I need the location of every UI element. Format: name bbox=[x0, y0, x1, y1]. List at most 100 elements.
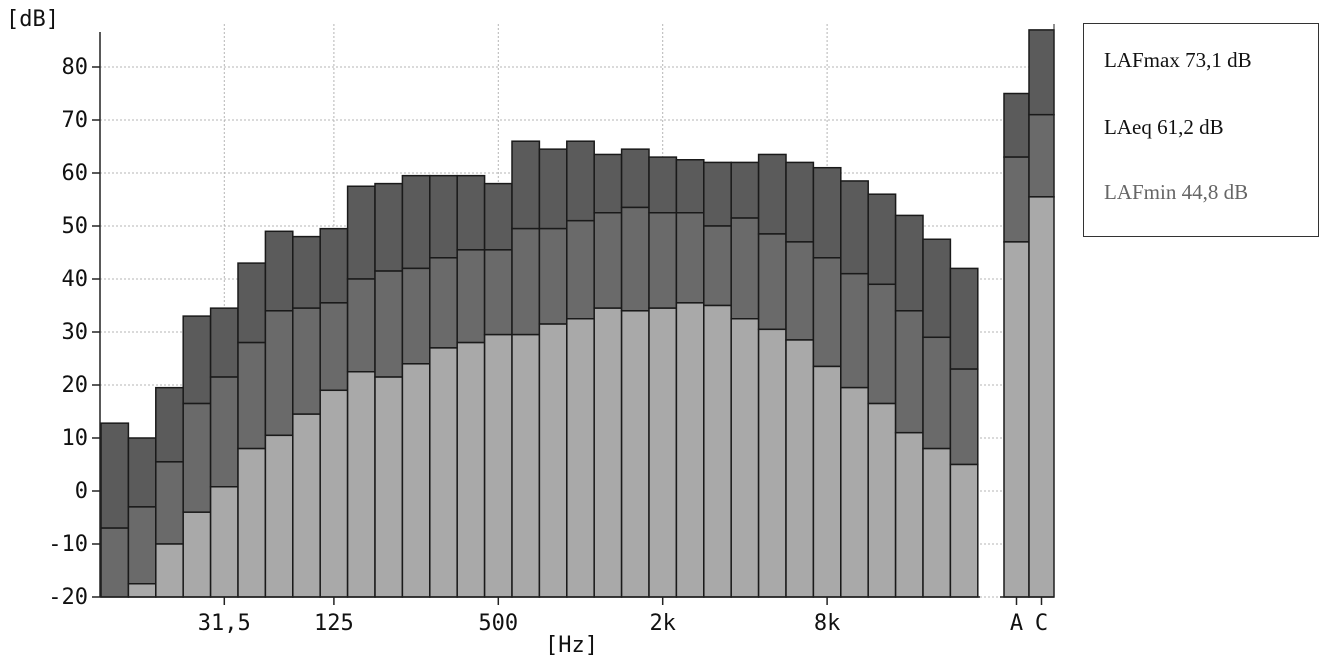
band-bar-28-laeq bbox=[867, 283, 897, 405]
y-tick-label: 20 bbox=[62, 373, 89, 398]
band-bar-19-lafmax bbox=[620, 148, 650, 209]
band-bar-21-lafmax bbox=[675, 159, 705, 214]
x-tick-label: 125 bbox=[314, 611, 354, 636]
band-bar-20-laeq bbox=[648, 212, 678, 309]
summary-bar-C-lafmin bbox=[1028, 196, 1055, 598]
band-bar-9-lafmax bbox=[346, 185, 376, 280]
band-bar-20-lafmax bbox=[648, 156, 678, 214]
band-bar-28-lafmax bbox=[867, 193, 897, 286]
band-bar-6-lafmin bbox=[264, 434, 294, 598]
band-bar-12-lafmin bbox=[429, 347, 458, 598]
band-bar-2-lafmax bbox=[155, 386, 184, 463]
band-bar-1-laeq bbox=[127, 506, 157, 585]
band-bar-27-laeq bbox=[840, 272, 869, 389]
band-bar-3-lafmax bbox=[182, 315, 212, 405]
band-bar-26-lafmax bbox=[812, 166, 842, 259]
band-bar-11-lafmin bbox=[401, 363, 431, 598]
x-tick-label-summary: A bbox=[1010, 611, 1023, 636]
y-tick-label: -20 bbox=[48, 585, 88, 610]
x-tick-labels: 31,5 125 500 2k 8k A C bbox=[198, 611, 1048, 636]
band-bar-4-lafmin bbox=[209, 486, 239, 598]
legend-laeq: LAeq 61,2 dB bbox=[1104, 115, 1224, 139]
y-tick-label: 60 bbox=[62, 161, 89, 186]
x-tick-label: 500 bbox=[478, 611, 518, 636]
band-bar-7-lafmin bbox=[292, 413, 321, 598]
band-bar-14-lafmin bbox=[483, 333, 513, 598]
band-bar-22-lafmin bbox=[703, 304, 732, 598]
band-bar-9-lafmin bbox=[346, 371, 376, 598]
band-bar-19-lafmin bbox=[620, 310, 650, 598]
y-tick-label: 0 bbox=[75, 479, 88, 504]
band-bar-4-lafmax bbox=[209, 307, 239, 378]
y-axis-label: [dB] bbox=[6, 7, 59, 32]
band-bar-6-laeq bbox=[264, 310, 294, 437]
band-bar-20-lafmin bbox=[648, 307, 678, 598]
band-bar-15-laeq bbox=[511, 227, 541, 336]
band-bar-18-lafmin bbox=[593, 307, 623, 598]
band-bar-16-lafmin bbox=[538, 323, 568, 598]
band-bar-7-laeq bbox=[292, 307, 321, 415]
band-bar-24-laeq bbox=[757, 233, 787, 331]
band-bar-4-laeq bbox=[209, 376, 239, 488]
band-bar-17-laeq bbox=[566, 219, 595, 320]
band-bar-3-lafmin bbox=[182, 511, 212, 598]
band-bar-15-lafmin bbox=[511, 333, 541, 598]
band-bar-30-laeq bbox=[922, 336, 952, 450]
band-bar-10-lafmin bbox=[374, 376, 404, 598]
band-bar-24-lafmin bbox=[757, 328, 787, 598]
band-bar-13-lafmin bbox=[456, 341, 486, 598]
band-bar-13-laeq bbox=[456, 249, 486, 344]
band-bar-11-lafmax bbox=[401, 174, 431, 270]
band-bar-8-laeq bbox=[319, 302, 349, 392]
y-tick-label: 30 bbox=[62, 320, 89, 345]
y-tick-label: 10 bbox=[62, 426, 89, 451]
band-bar-8-lafmin bbox=[319, 389, 349, 598]
band-bar-31-lafmax bbox=[949, 267, 979, 370]
summary-bar-A-laeq bbox=[1003, 156, 1030, 243]
band-bar-17-lafmin bbox=[566, 318, 595, 598]
band-bar-2-laeq bbox=[155, 461, 184, 545]
y-tick-label: 40 bbox=[62, 267, 89, 292]
band-bar-26-lafmin bbox=[812, 365, 842, 598]
band-bar-21-lafmin bbox=[675, 302, 705, 598]
summary-bar-A-lafmin bbox=[1003, 241, 1030, 598]
band-bar-19-laeq bbox=[620, 206, 650, 312]
band-bar-29-lafmin bbox=[894, 431, 924, 598]
band-bar-8-lafmax bbox=[319, 227, 349, 304]
summary-bars bbox=[1003, 29, 1055, 598]
band-bar-2-lafmin bbox=[155, 543, 184, 598]
band-bar-12-laeq bbox=[429, 257, 458, 349]
y-tick-label: 70 bbox=[62, 108, 89, 133]
band-bar-10-laeq bbox=[374, 270, 404, 378]
band-bar-26-laeq bbox=[812, 257, 842, 368]
band-bar-9-laeq bbox=[346, 278, 376, 373]
band-bar-1-lafmax bbox=[127, 437, 157, 508]
band-bar-28-lafmin bbox=[867, 402, 897, 598]
summary-bar-C-laeq bbox=[1028, 113, 1055, 198]
band-bar-23-lafmax bbox=[730, 161, 760, 219]
axes bbox=[92, 24, 1055, 605]
band-bar-29-lafmax bbox=[894, 214, 924, 312]
band-bar-7-lafmax bbox=[292, 235, 321, 309]
band-bar-31-lafmin bbox=[949, 463, 979, 598]
x-tick-label: 2k bbox=[649, 611, 676, 636]
band-bar-22-laeq bbox=[703, 225, 732, 307]
legend: LAFmax 73,1 dB LAeq 61,2 dB LAFmin 44,8 … bbox=[1083, 23, 1319, 237]
band-bar-6-lafmax bbox=[264, 230, 294, 312]
summary-bar-C-lafmax bbox=[1028, 29, 1055, 116]
band-bar-10-lafmax bbox=[374, 182, 404, 272]
band-bar-13-lafmax bbox=[456, 174, 486, 251]
x-tick-label: 8k bbox=[814, 611, 841, 636]
band-bar-23-laeq bbox=[730, 217, 760, 320]
band-bar-0-lafmax bbox=[100, 422, 130, 529]
y-tick-label: -10 bbox=[48, 532, 88, 557]
x-axis-label: [Hz] bbox=[545, 633, 598, 657]
band-bar-1-lafmin bbox=[127, 583, 157, 598]
band-bar-30-lafmin bbox=[922, 447, 952, 598]
band-bar-23-lafmin bbox=[730, 318, 760, 598]
band-bar-15-lafmax bbox=[511, 140, 541, 230]
band-bar-25-lafmax bbox=[785, 161, 815, 243]
band-bar-18-lafmax bbox=[593, 153, 623, 214]
y-tick-label: 50 bbox=[62, 214, 89, 239]
band-bar-5-lafmin bbox=[237, 447, 267, 598]
